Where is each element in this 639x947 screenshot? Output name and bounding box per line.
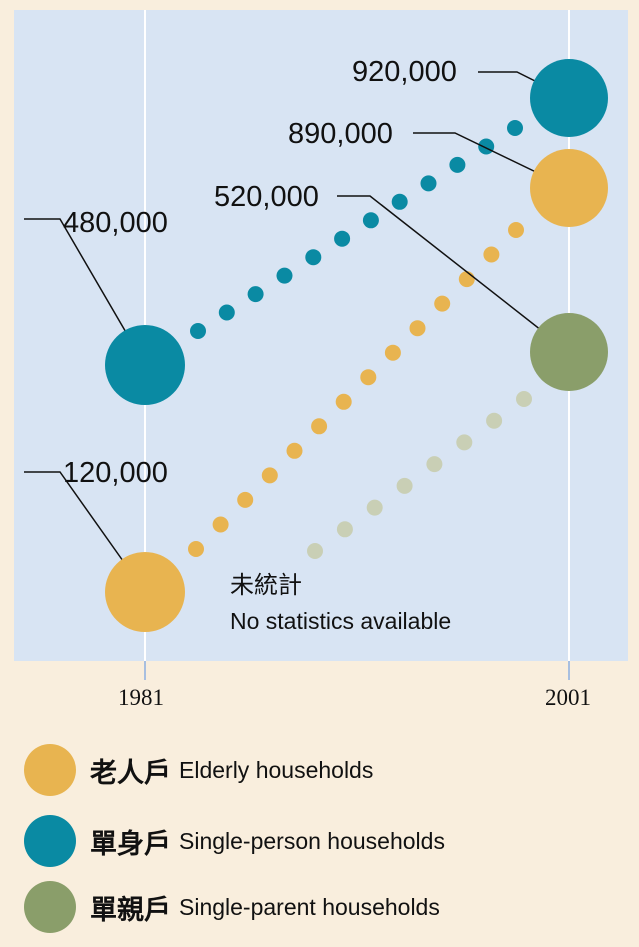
single-parent-trend-dot bbox=[396, 477, 413, 494]
elderly-2001-point bbox=[530, 149, 608, 227]
single-person-trend-dot bbox=[507, 120, 523, 136]
single-parent-trend-dot bbox=[336, 521, 353, 538]
value-label-480000: 480,000 bbox=[63, 207, 168, 239]
elderly-trend-dot bbox=[384, 344, 401, 361]
legend-item-elderly: 老人戶 Elderly households bbox=[24, 744, 373, 796]
elderly-trend-dot bbox=[434, 295, 451, 312]
legend-item-single-person: 單身戶 Single-person households bbox=[24, 815, 445, 867]
elderly-trend-dot bbox=[483, 246, 500, 263]
legend-swatch-single-parent bbox=[24, 881, 76, 933]
elderly-trend-dot bbox=[335, 393, 352, 410]
value-label-920000: 920,000 bbox=[352, 56, 457, 88]
single-person-trend-dot bbox=[362, 212, 379, 229]
single-person-trend-dot bbox=[190, 323, 206, 339]
single-parent-2001-point bbox=[530, 313, 608, 391]
legend-label-en: Single-parent households bbox=[179, 893, 440, 920]
elderly-1981-point bbox=[105, 552, 185, 632]
elderly-trend-dot bbox=[508, 222, 524, 238]
elderly-trend-dot bbox=[311, 418, 328, 435]
single-person-trend-dot bbox=[305, 249, 322, 266]
legend-swatch-single-person bbox=[24, 815, 76, 867]
single-person-1981-point bbox=[105, 325, 185, 405]
value-label-890000: 890,000 bbox=[288, 118, 393, 150]
single-parent-trend-dot bbox=[307, 543, 323, 559]
single-parent-trend-dot bbox=[426, 456, 443, 473]
legend-label-en: Elderly households bbox=[179, 756, 374, 783]
legend-label-en: Single-person households bbox=[179, 827, 445, 854]
elderly-trend-dot bbox=[261, 467, 278, 484]
single-person-trend-dot bbox=[478, 138, 495, 155]
single-person-trend-dot bbox=[334, 230, 351, 247]
leader-line-520000 bbox=[337, 195, 570, 353]
single-person-2001-point bbox=[530, 59, 608, 137]
single-parent-trend-dot bbox=[456, 434, 473, 451]
annotation-zh: 未統計 bbox=[230, 571, 302, 599]
leader-line-890000 bbox=[413, 132, 570, 189]
leader-line-480000 bbox=[24, 218, 146, 366]
x-tick-label-2001: 2001 bbox=[545, 685, 591, 710]
leader-line-120000 bbox=[24, 471, 146, 593]
legend-label-zh: 單身戶 bbox=[90, 828, 171, 860]
x-tick-label-1981: 1981 bbox=[118, 685, 164, 710]
elderly-trend-dot bbox=[212, 516, 229, 533]
elderly-trend-dot bbox=[286, 442, 303, 459]
legend-item-single-parent: 單親戶 Single-parent households bbox=[24, 881, 440, 933]
value-label-520000: 520,000 bbox=[214, 181, 319, 213]
value-label-120000: 120,000 bbox=[63, 457, 168, 489]
trend-dots bbox=[188, 120, 532, 559]
elderly-trend-dot bbox=[458, 271, 475, 288]
single-parent-trend-dot bbox=[516, 391, 532, 407]
single-person-trend-dot bbox=[391, 193, 408, 210]
elderly-trend-dot bbox=[188, 541, 204, 557]
single-person-trend-dot bbox=[276, 267, 293, 284]
legend-swatch-elderly bbox=[24, 744, 76, 796]
single-person-trend-dot bbox=[247, 286, 264, 303]
single-parent-trend-dot bbox=[486, 412, 503, 429]
elderly-trend-dot bbox=[360, 369, 377, 386]
elderly-trend-dot bbox=[237, 491, 254, 508]
legend-label-zh: 單親戶 bbox=[90, 894, 171, 926]
single-person-trend-dot bbox=[218, 304, 235, 321]
legend-label-zh: 老人戶 bbox=[90, 757, 171, 789]
annotation-en: No statistics available bbox=[230, 608, 451, 634]
elderly-trend-dot bbox=[409, 320, 426, 337]
single-person-trend-dot bbox=[449, 156, 466, 173]
single-parent-trend-dot bbox=[366, 499, 383, 516]
single-person-trend-dot bbox=[420, 175, 437, 192]
